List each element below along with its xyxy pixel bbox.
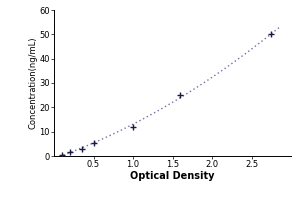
Y-axis label: Concentration(ng/mL): Concentration(ng/mL) bbox=[29, 37, 38, 129]
X-axis label: Optical Density: Optical Density bbox=[130, 171, 215, 181]
